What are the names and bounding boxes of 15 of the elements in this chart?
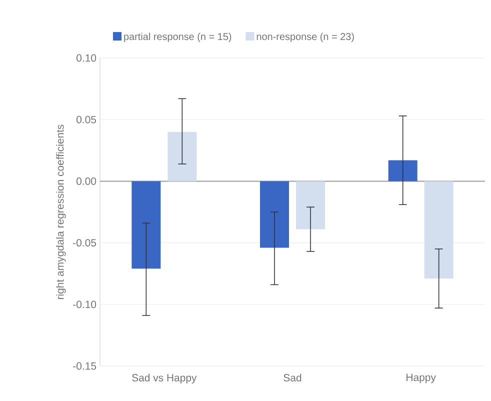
y-tick-label: 0.10 (76, 54, 96, 62)
legend-label: partial response (n = 15) (124, 32, 232, 42)
x-tick-label: Sad (284, 374, 302, 382)
y-tick-label: -0.10 (73, 300, 96, 308)
y-tick-label: 0.05 (76, 116, 96, 124)
bar (424, 181, 454, 279)
x-tick-label: Happy (406, 374, 436, 384)
y-axis-title: right amygdala regression coefficients (56, 124, 66, 300)
x-tick-label: Sad vs Happy (132, 374, 197, 384)
y-tick-label: -0.15 (73, 362, 96, 370)
y-tick-label: -0.05 (73, 239, 96, 247)
bar (388, 160, 418, 182)
bar (296, 181, 325, 230)
y-tick-label: 0.00 (76, 178, 96, 185)
legend-label: non-response (n = 23) (256, 32, 354, 42)
